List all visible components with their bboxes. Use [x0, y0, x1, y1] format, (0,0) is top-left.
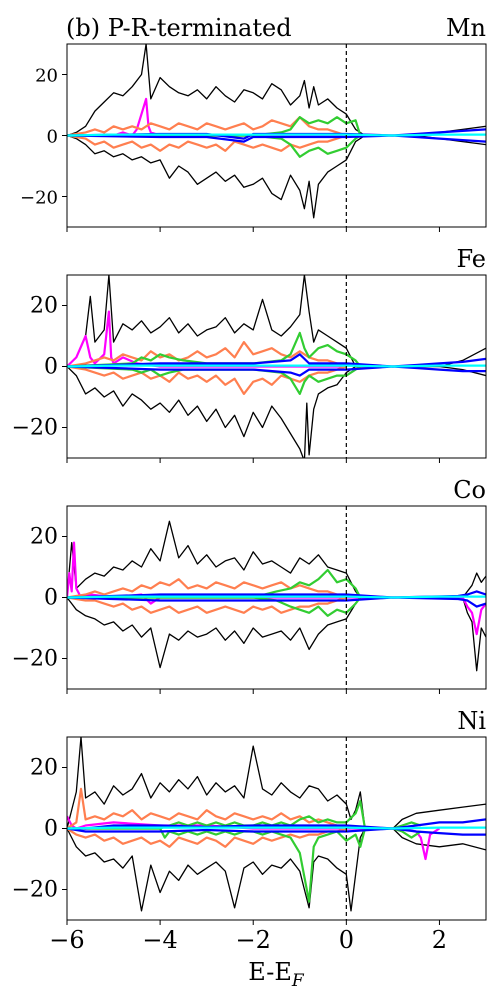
series-line-mn-9 [67, 133, 486, 137]
x-tick-label-ni: 0 [339, 926, 354, 954]
plot-area-ni [67, 737, 486, 912]
y-tick-label-ni: 20 [30, 756, 58, 781]
series-line-co-0 [67, 520, 486, 599]
series-line-ni-1 [67, 827, 486, 912]
figure-label: (b) P-R-terminated [66, 14, 292, 42]
y-tick-label-mn: 20 [35, 66, 58, 87]
series-line-co-2 [67, 541, 486, 636]
series-line-co-7 [67, 590, 486, 599]
y-tick-label-fe: 0 [44, 355, 58, 380]
series-line-fe-4 [67, 365, 347, 395]
series-line-co-8 [67, 596, 486, 608]
series-line-fe-3 [67, 341, 347, 368]
y-tick-label-fe: −20 [12, 416, 58, 441]
series-line-ni-2 [67, 815, 441, 861]
y-tick-label-fe: 20 [30, 294, 58, 319]
panel-title-ni: Ni [457, 707, 486, 735]
series-line-mn-8 [67, 134, 486, 143]
y-tick-label-co: −20 [12, 647, 58, 672]
series-line-ni-4 [67, 827, 347, 848]
series-line-fe-9 [67, 364, 486, 368]
panel-title-mn: Mn [446, 14, 486, 42]
x-axis-label: E-EF [248, 958, 305, 991]
series-line-co-3 [67, 578, 347, 599]
panel-title-co: Co [453, 476, 486, 504]
y-tick-label-mn: 0 [47, 127, 58, 148]
panel-title-fe: Fe [456, 245, 486, 273]
series-line-ni-8 [67, 827, 486, 836]
series-line-ni-9 [67, 826, 486, 830]
series-line-ni-3 [67, 787, 347, 830]
x-tick-label-ni: −6 [49, 926, 84, 954]
panel-co: −20 0 20 Co [12, 476, 487, 694]
plot-area-co [67, 520, 486, 672]
y-tick-label-co: 20 [30, 525, 58, 550]
series-line-mn-4 [67, 134, 347, 152]
plot-area-mn [67, 44, 486, 219]
series-line-mn-0 [67, 44, 486, 137]
series-line-co-9 [67, 595, 486, 599]
series-line-ni-0 [67, 737, 486, 830]
series-line-fe-5 [67, 331, 362, 368]
y-tick-label-ni: 0 [44, 817, 58, 842]
x-tick-label-ni: 2 [432, 926, 447, 954]
panel-mn: −20 0 20 Mn [20, 14, 487, 232]
series-line-fe-6 [67, 365, 361, 395]
series-line-fe-7 [67, 353, 486, 368]
series-line-fe-8 [67, 365, 486, 377]
panel-fe: −20 0 20 Fe [12, 245, 487, 463]
series-line-co-4 [67, 596, 347, 614]
y-tick-label-mn: −20 [20, 188, 58, 209]
x-axis-label-base: E-E [248, 958, 292, 986]
series-line-co-5 [67, 568, 362, 599]
series-line-ni-5 [67, 799, 422, 830]
plot-area-fe [67, 275, 486, 458]
x-axis-label-subscript: F [291, 971, 305, 991]
y-tick-label-co: 0 [44, 586, 58, 611]
series-line-fe-1 [67, 365, 486, 458]
x-tick-label-ni: −4 [142, 926, 177, 954]
series-line-ni-7 [67, 818, 486, 830]
x-tick-label-ni: −2 [236, 926, 271, 954]
series-line-fe-0 [67, 275, 486, 368]
series-line-mn-1 [67, 134, 486, 219]
y-tick-label-ni: −20 [12, 878, 58, 903]
